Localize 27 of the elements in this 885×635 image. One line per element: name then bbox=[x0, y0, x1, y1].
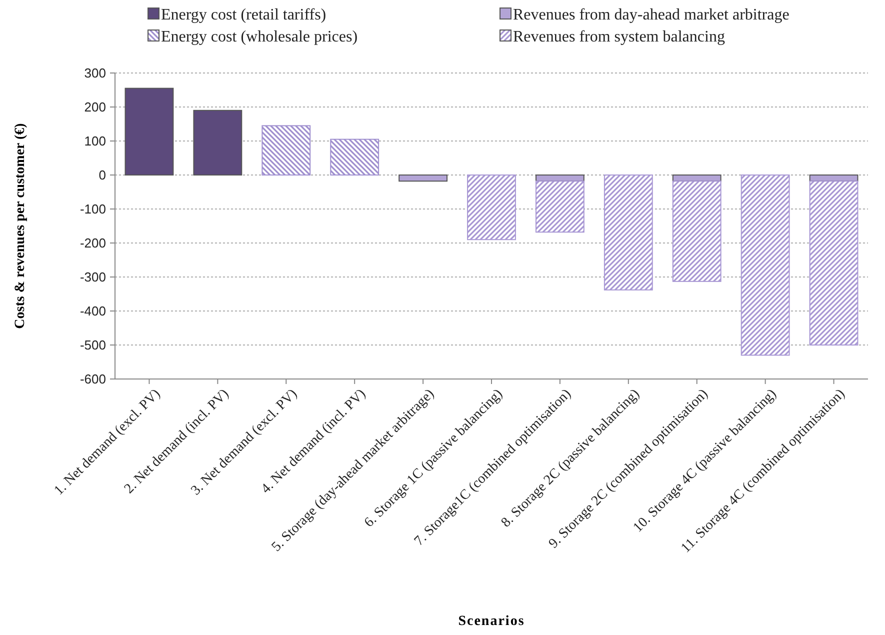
bar bbox=[398, 174, 448, 182]
y-tick-label: 100 bbox=[84, 134, 106, 149]
bar bbox=[330, 138, 380, 176]
y-tick-label: 0 bbox=[98, 168, 106, 183]
x-axis-title: Scenarios bbox=[458, 614, 525, 629]
y-tick-label: 200 bbox=[84, 100, 106, 115]
bar bbox=[262, 125, 311, 176]
y-tick-label: -200 bbox=[80, 236, 106, 251]
bar bbox=[740, 174, 790, 356]
bar bbox=[809, 180, 858, 346]
legend-label: Energy cost (retail tariffs) bbox=[161, 6, 326, 24]
bar bbox=[672, 180, 722, 282]
y-tick-label: 300 bbox=[84, 66, 106, 81]
y-tick-label: -600 bbox=[80, 372, 106, 387]
legend-label: Revenues from day-ahead market arbitrage bbox=[513, 6, 790, 24]
bar bbox=[535, 180, 584, 233]
y-tick-label: -100 bbox=[80, 202, 106, 217]
bar bbox=[604, 174, 653, 290]
y-tick-label: -300 bbox=[80, 270, 106, 285]
y-axis-title: Costs & revenues per customer (€) bbox=[13, 122, 28, 329]
y-tick-label: -500 bbox=[80, 338, 106, 353]
y-tick-label: -400 bbox=[80, 304, 106, 319]
bar bbox=[193, 110, 242, 176]
legend-label: Energy cost (wholesale prices) bbox=[161, 28, 358, 46]
legend-label: Revenues from system balancing bbox=[513, 28, 725, 46]
bar bbox=[467, 174, 516, 240]
bar bbox=[124, 88, 174, 176]
